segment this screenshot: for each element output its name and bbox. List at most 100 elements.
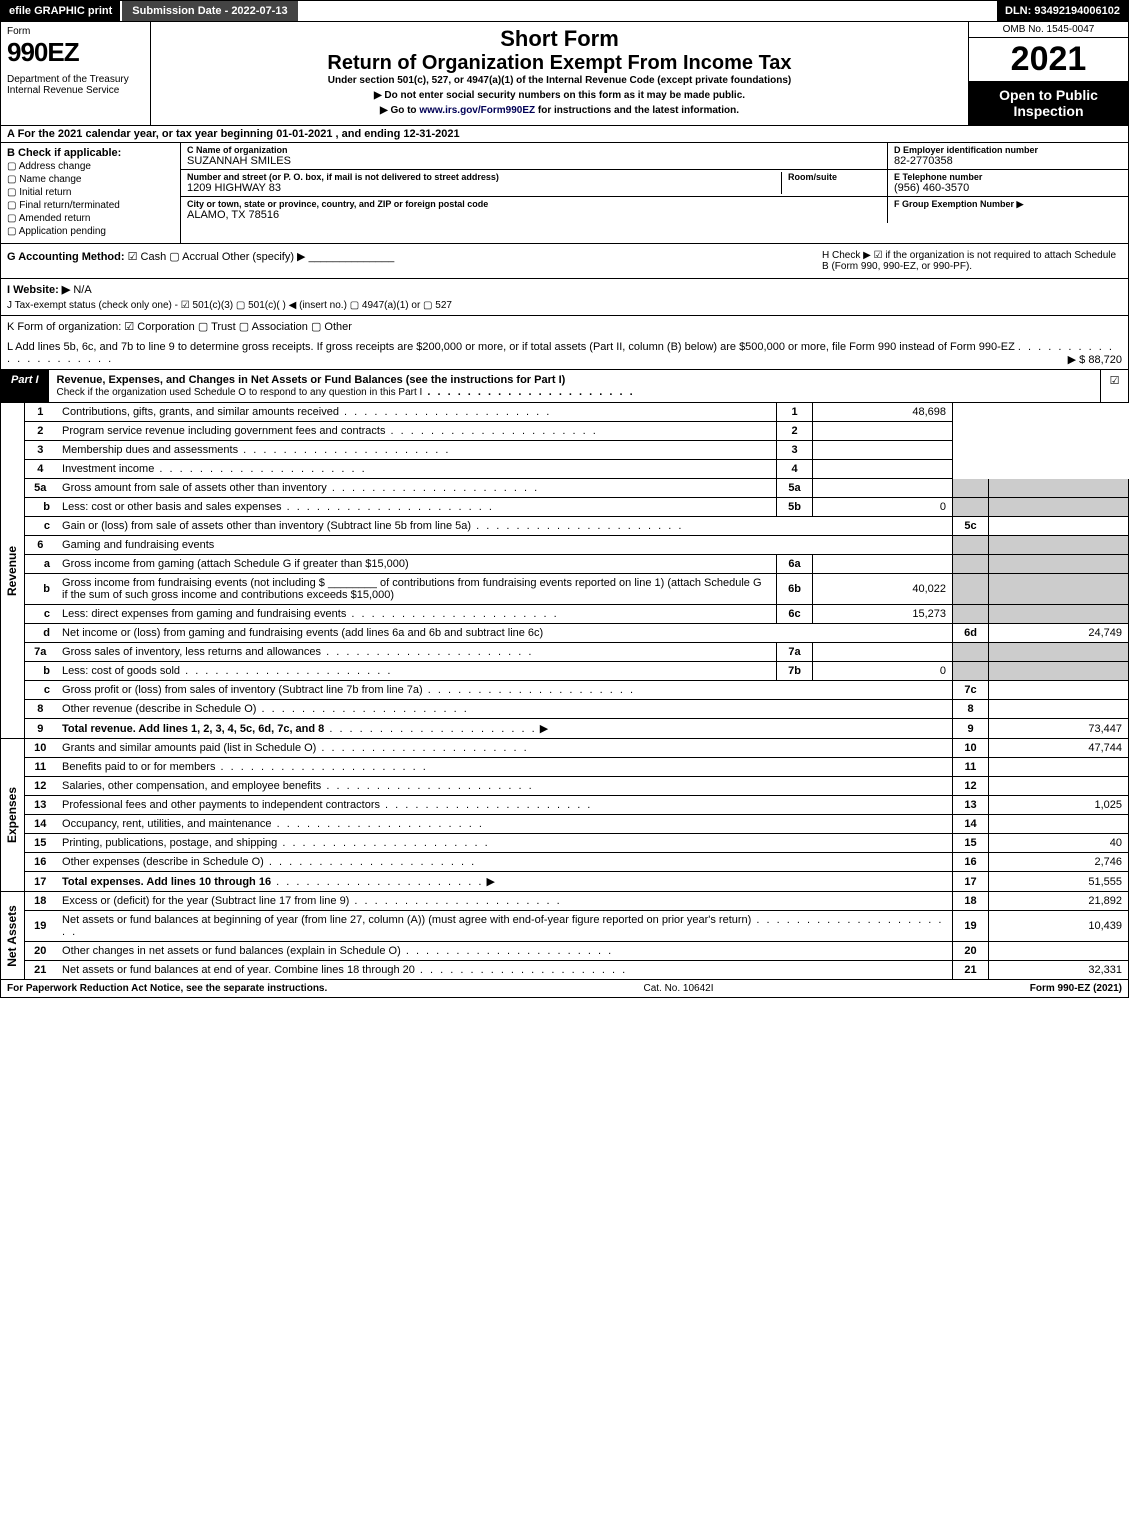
org-name: SUZANNAH SMILES — [187, 155, 881, 167]
goto-note: ▶ Go to www.irs.gov/Form990EZ for instru… — [161, 105, 958, 116]
org-street: 1209 HIGHWAY 83 — [187, 182, 781, 194]
h-schedule-b: H Check ▶ ☑ if the organization is not r… — [822, 250, 1122, 272]
line-2: 2Program service revenue including gover… — [24, 422, 1128, 441]
line-6: 6Gaming and fundraising events — [24, 536, 1128, 555]
info-grid: B Check if applicable: Address change Na… — [0, 143, 1129, 244]
line-11: 11Benefits paid to or for members11 — [24, 758, 1128, 777]
tel-value: (956) 460-3570 — [894, 182, 1122, 194]
line-9: 9Total revenue. Add lines 1, 2, 3, 4, 5c… — [24, 719, 1128, 739]
part1-tag: Part I — [1, 370, 49, 402]
goto-pre: ▶ Go to — [380, 105, 419, 116]
net-assets-table: 18Excess or (deficit) for the year (Subt… — [24, 892, 1129, 980]
line-13: 13Professional fees and other payments t… — [24, 796, 1128, 815]
revenue-vlabel: Revenue — [0, 403, 24, 739]
chk-amended-return[interactable]: Amended return — [7, 213, 174, 224]
dln: DLN: 93492194006102 — [997, 1, 1128, 21]
j-tax-exempt: J Tax-exempt status (check only one) - ☑… — [7, 300, 1122, 311]
line-5b: bLess: cost or other basis and sales exp… — [24, 498, 1128, 517]
line-6a: aGross income from gaming (attach Schedu… — [24, 555, 1128, 574]
c-city-label: City or town, state or province, country… — [187, 199, 881, 209]
efile-print-button[interactable]: efile GRAPHIC print — [1, 1, 120, 21]
c-name-label: C Name of organization — [187, 145, 881, 155]
line-3: 3Membership dues and assessments3 — [24, 441, 1128, 460]
header-mid: Short Form Return of Organization Exempt… — [151, 22, 968, 125]
line-14: 14Occupancy, rent, utilities, and mainte… — [24, 815, 1128, 834]
line-15: 15Printing, publications, postage, and s… — [24, 834, 1128, 853]
info-cd: C Name of organization SUZANNAH SMILES N… — [181, 143, 1128, 243]
l-text: L Add lines 5b, 6c, and 7b to line 9 to … — [7, 341, 1015, 353]
chk-final-return[interactable]: Final return/terminated — [7, 200, 174, 211]
e-tel-label: E Telephone number — [894, 172, 1122, 182]
chk-initial-return[interactable]: Initial return — [7, 187, 174, 198]
chk-name-change[interactable]: Name change — [7, 174, 174, 185]
form-number: 990EZ — [7, 37, 144, 68]
net-assets-section: Net Assets 18Excess or (deficit) for the… — [0, 892, 1129, 980]
chk-address-change[interactable]: Address change — [7, 161, 174, 172]
section-b-checkboxes: B Check if applicable: Address change Na… — [1, 143, 181, 243]
line-8: 8Other revenue (describe in Schedule O)8 — [24, 700, 1128, 719]
part1-checkbox[interactable]: ☑ — [1100, 370, 1128, 402]
chk-application-pending[interactable]: Application pending — [7, 226, 174, 237]
line-17: 17Total expenses. Add lines 10 through 1… — [24, 872, 1128, 892]
irs-link[interactable]: www.irs.gov/Form990EZ — [419, 105, 535, 116]
part1-sub: Check if the organization used Schedule … — [57, 387, 423, 398]
g-accounting: G Accounting Method: Cash Accrual Other … — [7, 250, 822, 272]
footer: For Paperwork Reduction Act Notice, see … — [0, 980, 1129, 998]
line-20: 20Other changes in net assets or fund ba… — [24, 942, 1128, 961]
line-10: 10Grants and similar amounts paid (list … — [24, 739, 1128, 758]
return-title: Return of Organization Exempt From Incom… — [161, 52, 958, 75]
revenue-table: 1Contributions, gifts, grants, and simil… — [24, 403, 1129, 739]
form-header: Form 990EZ Department of the Treasury In… — [0, 22, 1129, 126]
line-4: 4Investment income4 — [24, 460, 1128, 479]
row-gh: G Accounting Method: Cash Accrual Other … — [0, 244, 1129, 279]
row-ij: I Website: ▶ N/A J Tax-exempt status (ch… — [0, 279, 1129, 316]
line-1: 1Contributions, gifts, grants, and simil… — [24, 403, 1128, 422]
expenses-vlabel: Expenses — [0, 739, 24, 892]
net-assets-vlabel: Net Assets — [0, 892, 24, 980]
ssn-note: ▶ Do not enter social security numbers o… — [161, 90, 958, 101]
line-18: 18Excess or (deficit) for the year (Subt… — [24, 892, 1128, 911]
goto-post: for instructions and the latest informat… — [535, 105, 739, 116]
under-section: Under section 501(c), 527, or 4947(a)(1)… — [161, 75, 958, 86]
line-21: 21Net assets or fund balances at end of … — [24, 961, 1128, 980]
expenses-table: 10Grants and similar amounts paid (list … — [24, 739, 1129, 892]
b-title: B Check if applicable: — [7, 147, 174, 159]
line-7c: cGross profit or (loss) from sales of in… — [24, 681, 1128, 700]
header-left: Form 990EZ Department of the Treasury In… — [1, 22, 151, 125]
g-cash[interactable]: Cash — [128, 251, 167, 263]
i-value: N/A — [73, 284, 91, 296]
header-right: OMB No. 1545-0047 2021 Open to Public In… — [968, 22, 1128, 125]
line-16: 16Other expenses (describe in Schedule O… — [24, 853, 1128, 872]
l-amount: ▶ $ 88,720 — [1068, 353, 1122, 366]
part1-header: Part I Revenue, Expenses, and Changes in… — [0, 370, 1129, 403]
line-12: 12Salaries, other compensation, and empl… — [24, 777, 1128, 796]
org-city: ALAMO, TX 78516 — [187, 209, 881, 221]
revenue-section: Revenue 1Contributions, gifts, grants, a… — [0, 403, 1129, 739]
form-label: Form — [7, 26, 144, 37]
row-l: L Add lines 5b, 6c, and 7b to line 9 to … — [0, 337, 1129, 370]
tax-year: 2021 — [969, 38, 1128, 81]
footer-left: For Paperwork Reduction Act Notice, see … — [7, 983, 327, 994]
part1-title: Revenue, Expenses, and Changes in Net As… — [49, 370, 1100, 402]
info-c-row: C Name of organization SUZANNAH SMILES N… — [181, 143, 1128, 223]
g-other[interactable]: Other (specify) ▶ — [222, 251, 306, 263]
row-k: K Form of organization: ☑ Corporation ▢ … — [0, 316, 1129, 337]
line-7a: 7aGross sales of inventory, less returns… — [24, 643, 1128, 662]
line-19: 19Net assets or fund balances at beginni… — [24, 911, 1128, 942]
footer-form-ref: Form 990-EZ (2021) — [1030, 983, 1122, 994]
line-7b: bLess: cost of goods sold7b0 — [24, 662, 1128, 681]
i-label: I Website: ▶ — [7, 284, 70, 296]
expenses-section: Expenses 10Grants and similar amounts pa… — [0, 739, 1129, 892]
f-group-label: F Group Exemption Number ▶ — [894, 199, 1122, 210]
submission-date: Submission Date - 2022-07-13 — [122, 1, 297, 21]
line-5a: 5aGross amount from sale of assets other… — [24, 479, 1128, 498]
line-5c: cGain or (loss) from sale of assets othe… — [24, 517, 1128, 536]
section-c: C Name of organization SUZANNAH SMILES N… — [181, 143, 888, 223]
row-a-calendar-year: A For the 2021 calendar year, or tax yea… — [0, 126, 1129, 143]
section-def: D Employer identification number 82-2770… — [888, 143, 1128, 223]
c-street-label: Number and street (or P. O. box, if mail… — [187, 172, 781, 182]
g-label: G Accounting Method: — [7, 251, 125, 263]
g-accrual[interactable]: Accrual — [169, 251, 219, 263]
omb-number: OMB No. 1545-0047 — [969, 22, 1128, 38]
d-ein-label: D Employer identification number — [894, 145, 1122, 155]
